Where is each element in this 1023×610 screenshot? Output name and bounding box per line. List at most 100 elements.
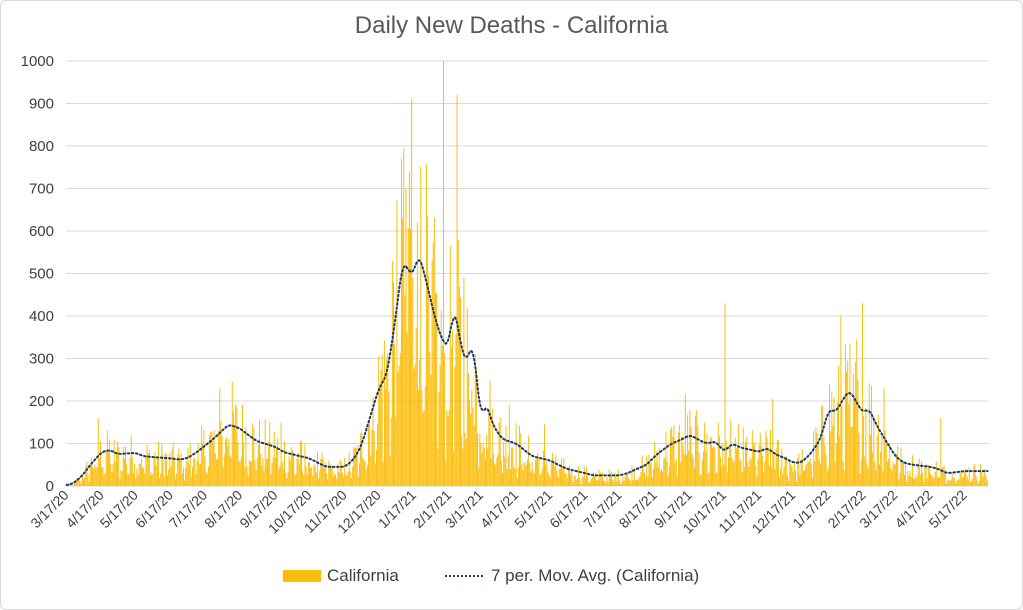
y-axis-ticks: 0 100 200 300 400 500 600 700 800 900 1000 (21, 53, 54, 495)
bar (756, 476, 758, 486)
bar (175, 478, 176, 486)
bar (754, 442, 756, 486)
bar (243, 443, 245, 486)
bar (299, 440, 301, 486)
bar (624, 476, 626, 486)
bar (263, 470, 265, 486)
bar (675, 458, 677, 486)
legend-bar-swatch (283, 570, 321, 582)
bar (481, 453, 483, 486)
bar (467, 372, 469, 486)
bar (685, 455, 687, 486)
bar (554, 466, 556, 486)
bar (956, 480, 958, 486)
bar (868, 383, 870, 486)
bar (729, 447, 731, 486)
bar (687, 414, 689, 486)
bar (482, 443, 484, 486)
bar (816, 432, 818, 486)
bar (782, 473, 784, 486)
bar (221, 436, 223, 486)
bar (663, 458, 665, 486)
bar (899, 473, 901, 486)
bar (621, 481, 623, 486)
bar (722, 443, 724, 486)
bar (620, 484, 622, 486)
bar (583, 466, 585, 486)
bar (322, 458, 324, 486)
bar (847, 360, 849, 486)
bar (808, 461, 810, 486)
bar (144, 473, 146, 486)
bar (397, 371, 399, 486)
bar (143, 467, 145, 486)
bar (432, 242, 434, 486)
bar (637, 479, 639, 486)
bar (589, 481, 591, 486)
bar (546, 461, 548, 486)
bar (391, 260, 393, 486)
bar (810, 464, 812, 486)
bar (776, 439, 778, 486)
bar (689, 410, 691, 486)
bar (177, 454, 179, 486)
bar (453, 451, 455, 486)
bar (674, 462, 676, 486)
bar (148, 450, 150, 486)
bar (81, 474, 83, 486)
bar (721, 467, 723, 486)
bar (834, 462, 836, 486)
bar (229, 455, 231, 486)
bar (355, 448, 357, 486)
bar (664, 458, 666, 486)
bar (194, 457, 196, 486)
bar (923, 481, 925, 486)
bar (353, 447, 355, 486)
bar (130, 435, 132, 486)
bar (118, 446, 120, 486)
bar (404, 295, 406, 486)
bar (211, 431, 213, 486)
bar (769, 430, 771, 486)
bar (573, 476, 575, 486)
bar (498, 423, 500, 486)
bar (496, 457, 498, 486)
bar (740, 460, 742, 486)
bar (196, 460, 198, 486)
bar (328, 460, 330, 486)
bar (139, 464, 141, 486)
bar (540, 472, 542, 486)
bar (379, 389, 381, 486)
bar (656, 451, 658, 486)
bar (448, 410, 450, 486)
bar (598, 469, 600, 486)
bar (601, 472, 603, 486)
bar (537, 453, 539, 486)
bar (952, 477, 954, 486)
bar (163, 475, 165, 486)
bar (160, 473, 162, 486)
bar (672, 436, 674, 486)
bar (701, 459, 703, 486)
moving-average-line (65, 259, 989, 486)
bar (930, 473, 932, 486)
bar (78, 480, 80, 486)
bar (198, 463, 200, 486)
bar (513, 466, 515, 486)
bar (294, 475, 296, 486)
bar (634, 479, 636, 486)
bar (72, 485, 74, 486)
bar (641, 455, 643, 486)
bar (781, 448, 783, 486)
bar (261, 465, 263, 486)
bar (189, 443, 191, 486)
bar (963, 476, 964, 486)
bar (507, 455, 509, 486)
bar (382, 462, 384, 486)
bar (408, 171, 410, 486)
bar (524, 462, 526, 486)
bar (832, 425, 834, 486)
bar (155, 465, 157, 486)
bar (874, 461, 876, 486)
bar (291, 450, 293, 486)
